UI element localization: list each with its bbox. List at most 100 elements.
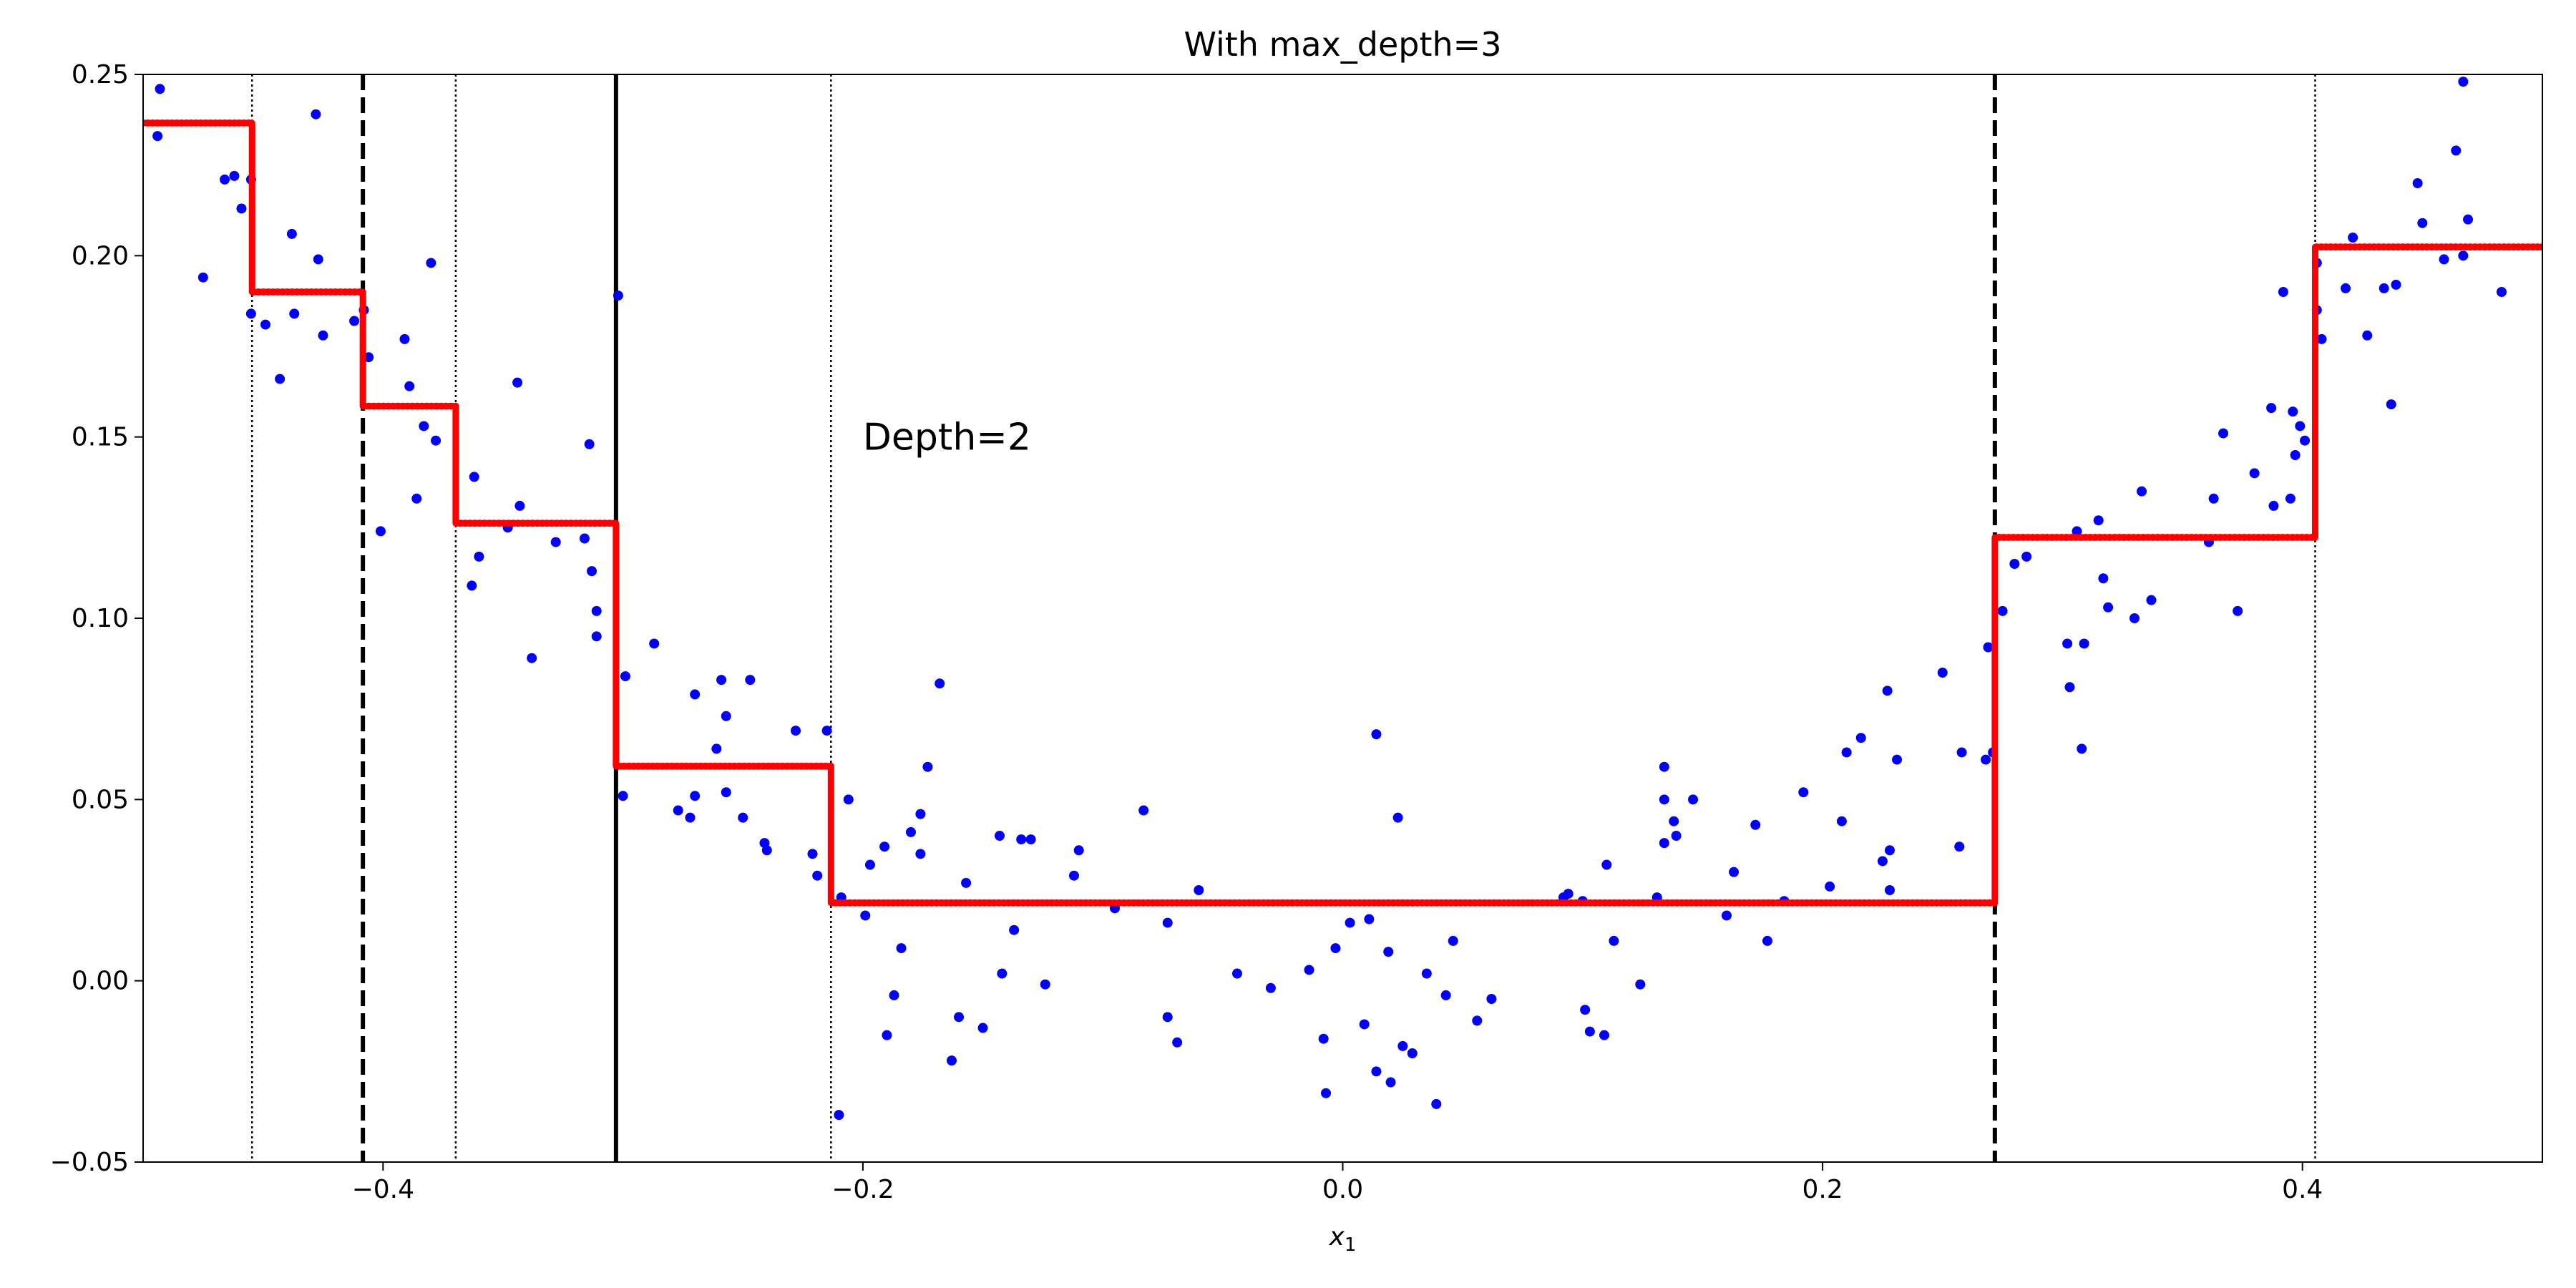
data-point-24	[431, 435, 441, 446]
data-point-0	[155, 84, 165, 94]
data-point-145	[1956, 747, 1967, 758]
x-tick-label-3: 0.2	[1802, 1175, 1843, 1204]
data-point-64	[882, 1030, 892, 1040]
data-point-89	[1194, 885, 1204, 895]
data-point-180	[2348, 233, 2358, 243]
y-axis-ticks: −0.05 0.00 0.05 0.10 0.15 0.20 0.25	[50, 60, 143, 1177]
prediction-marker-451	[2308, 534, 2316, 542]
data-point-147	[1983, 642, 1994, 653]
data-point-45	[690, 791, 701, 801]
data-point-49	[721, 787, 731, 798]
data-point-95	[1330, 943, 1341, 954]
data-point-72	[946, 1055, 957, 1066]
data-point-110	[1472, 1015, 1483, 1026]
data-point-108	[1440, 990, 1451, 1000]
data-point-115	[1580, 1005, 1591, 1015]
data-point-122	[1659, 794, 1669, 805]
data-point-183	[2386, 399, 2396, 410]
data-point-57	[821, 726, 832, 736]
data-point-99	[1371, 1066, 1382, 1077]
data-point-77	[997, 968, 1008, 979]
data-point-175	[2300, 435, 2311, 446]
data-point-17	[364, 352, 374, 363]
data-point-13	[313, 254, 323, 265]
y-tick-label-0: −0.05	[50, 1148, 129, 1177]
data-point-23	[426, 258, 436, 268]
data-point-55	[807, 849, 818, 859]
data-point-39	[620, 671, 630, 682]
data-point-184	[2391, 279, 2401, 290]
data-point-80	[1025, 834, 1036, 845]
data-point-35	[587, 566, 597, 577]
data-point-178	[2316, 333, 2327, 344]
prediction-marker-65	[452, 402, 459, 410]
data-point-85	[1138, 805, 1149, 816]
y-tick-label-2: 0.05	[72, 785, 129, 814]
data-point-136	[1841, 747, 1852, 758]
data-point-104	[1397, 1040, 1408, 1051]
data-point-187	[2439, 254, 2449, 265]
prediction-marker-385	[1990, 899, 1998, 907]
data-point-21	[411, 493, 422, 504]
data-point-109	[1448, 935, 1458, 946]
data-point-138	[1877, 856, 1888, 867]
data-point-40	[618, 791, 628, 801]
data-point-53	[761, 845, 772, 856]
data-point-111	[1486, 994, 1497, 1004]
data-point-91	[1265, 982, 1276, 993]
data-point-67	[905, 826, 916, 837]
data-point-78	[1009, 924, 1020, 935]
data-point-62	[864, 859, 875, 870]
data-point-165	[2218, 428, 2229, 439]
data-point-119	[1609, 935, 1619, 946]
data-point-27	[474, 551, 484, 562]
prediction-marker-22	[245, 119, 253, 127]
data-point-87	[1162, 1012, 1173, 1023]
data-point-141	[1884, 885, 1895, 895]
data-point-3	[220, 174, 230, 185]
data-point-107	[1431, 1098, 1442, 1109]
data-point-171	[2285, 493, 2296, 504]
data-point-140	[1884, 845, 1895, 856]
data-point-159	[2103, 602, 2114, 613]
data-point-157	[2093, 515, 2104, 526]
data-point-65	[889, 990, 899, 1000]
annotation-0: Depth=2	[863, 416, 1031, 459]
prediction-marker-499	[2539, 243, 2542, 251]
data-point-4	[229, 170, 240, 181]
data-point-188	[2451, 145, 2462, 156]
data-point-192	[2496, 287, 2507, 297]
data-point-68	[915, 809, 926, 819]
data-point-59	[834, 1110, 844, 1121]
data-point-79	[1016, 834, 1027, 845]
data-point-81	[1040, 979, 1050, 990]
data-point-129	[1729, 867, 1740, 877]
data-point-128	[1721, 910, 1732, 921]
data-point-74	[961, 877, 972, 888]
data-point-120	[1635, 979, 1646, 990]
data-point-100	[1371, 729, 1382, 740]
data-point-36	[591, 631, 602, 642]
data-point-90	[1231, 968, 1242, 979]
y-tick-label-1: 0.00	[72, 967, 129, 996]
x-axis-label: x1	[1329, 1222, 1357, 1256]
data-point-94	[1321, 1088, 1332, 1098]
chart-title: With max_depth=3	[1184, 25, 1502, 64]
data-point-160	[2129, 613, 2140, 623]
data-point-38	[613, 291, 623, 301]
data-point-32	[550, 537, 561, 547]
data-point-144	[1954, 841, 1965, 852]
data-point-134	[1825, 881, 1835, 892]
data-point-1	[152, 131, 163, 142]
data-point-71	[935, 678, 945, 689]
data-point-168	[2266, 403, 2277, 414]
x-axis-label-main: x	[1329, 1222, 1345, 1252]
data-point-143	[1937, 668, 1948, 678]
data-point-75	[977, 1023, 988, 1033]
data-point-182	[2379, 283, 2389, 293]
data-point-34	[584, 439, 595, 449]
data-point-118	[1601, 859, 1612, 870]
data-point-18	[375, 526, 386, 537]
data-point-146	[1981, 754, 1991, 765]
data-point-82	[1068, 870, 1079, 881]
